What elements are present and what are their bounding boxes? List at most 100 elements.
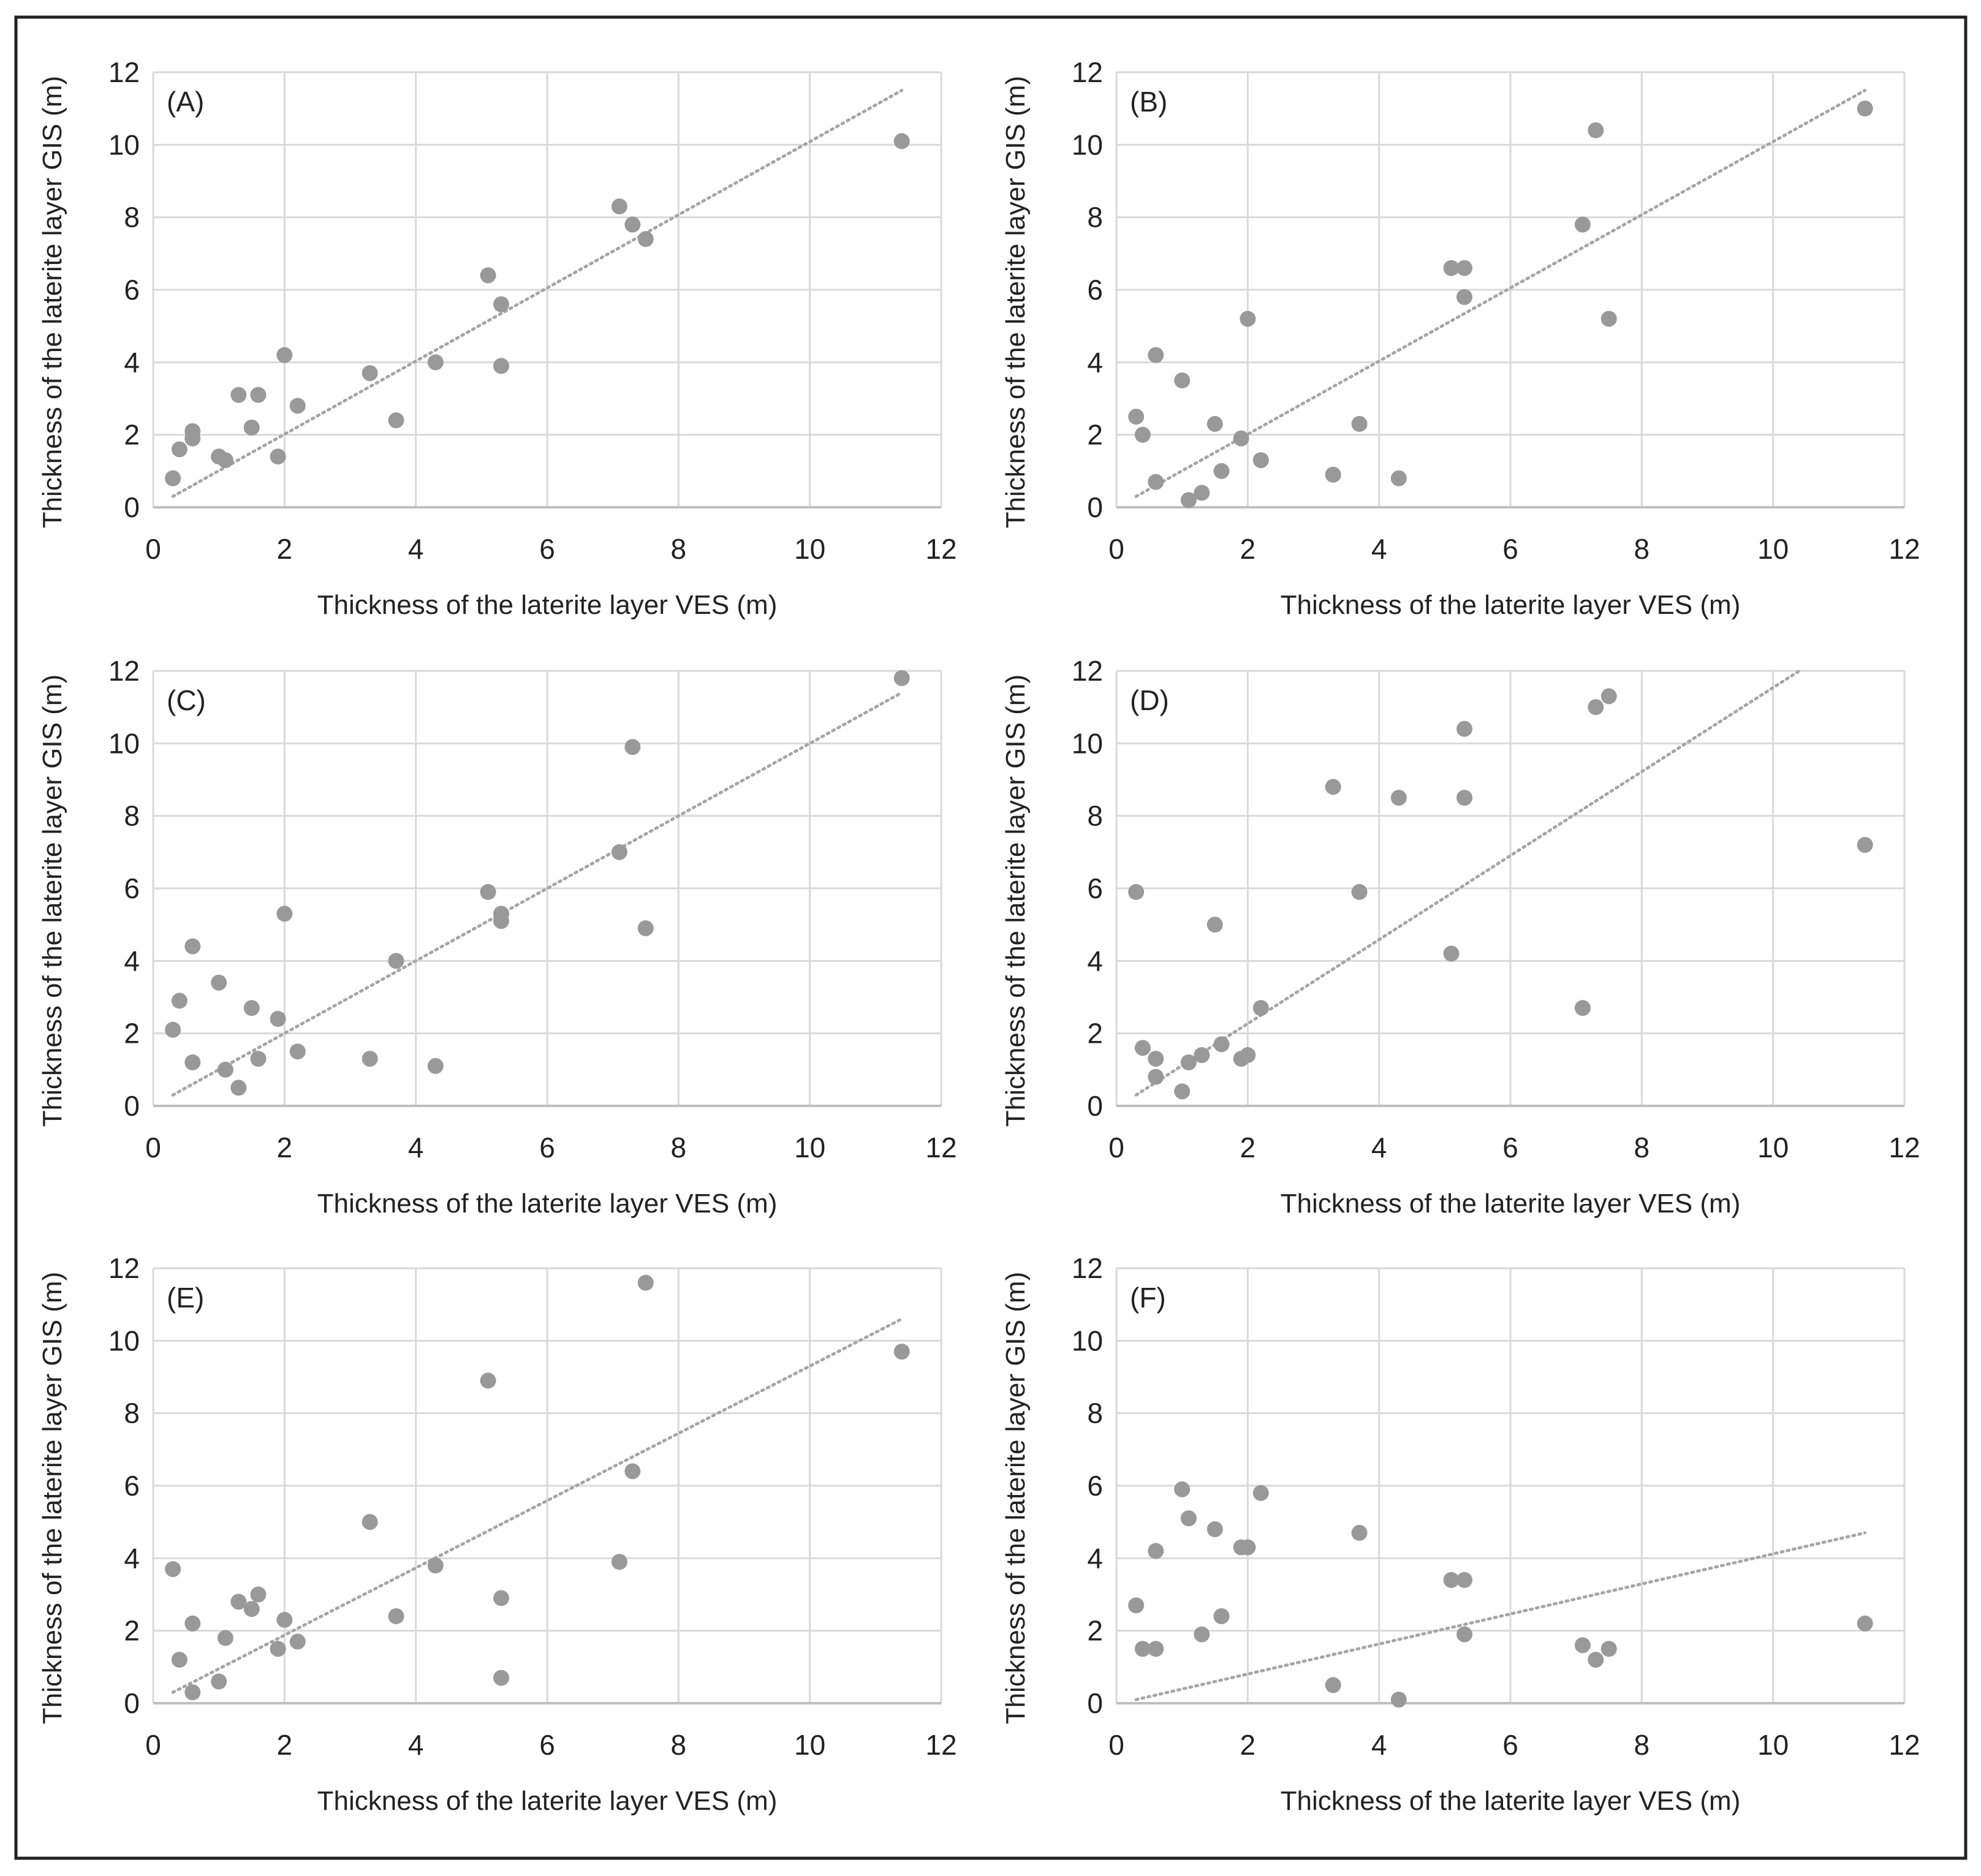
data-point	[243, 1601, 260, 1617]
x-tick-label: 0	[1108, 533, 1124, 565]
data-point	[1588, 1652, 1604, 1668]
y-tick-label: 2	[124, 419, 140, 451]
panel-label: (B)	[1130, 86, 1167, 118]
data-point	[611, 844, 627, 860]
x-axis-title: Thickness of the laterite layer VES (m)	[1281, 590, 1741, 620]
trendline	[1134, 1531, 1867, 1701]
data-point	[1134, 1040, 1151, 1056]
data-point	[893, 133, 910, 149]
y-tick-label: 8	[1087, 1398, 1103, 1429]
x-tick-label: 6	[1502, 1132, 1518, 1163]
y-tick-label: 6	[1087, 1470, 1103, 1502]
data-point	[184, 1684, 201, 1701]
x-tick-label: 2	[1240, 1132, 1256, 1163]
panel-b: 0 2 4 6 8 10 12 0 2 4 6 8 10 12 Thickness of the later…	[1001, 56, 1920, 620]
data-point	[624, 1463, 641, 1480]
y-tick-label: 10	[1072, 129, 1103, 161]
x-tick-label: 10	[794, 533, 825, 565]
y-tick-label: 12	[1072, 1252, 1103, 1284]
y-tick-label: 2	[124, 1018, 140, 1050]
x-tick-label: 10	[1757, 1132, 1789, 1163]
panel-label: (E)	[167, 1282, 204, 1314]
y-tick-label: 2	[1087, 419, 1103, 451]
data-point	[1574, 216, 1591, 233]
x-tick-label: 8	[671, 1729, 687, 1761]
data-point	[1206, 415, 1223, 432]
panel-label: (C)	[167, 684, 206, 716]
data-point	[1134, 1641, 1151, 1657]
y-tick-label: 6	[124, 1470, 140, 1502]
data-point	[1390, 1692, 1407, 1708]
y-tick-label: 6	[124, 274, 140, 306]
panel-c: 0 2 4 6 8 10 12 0 2 4 6 8 10 12 Thickness of the later…	[37, 655, 957, 1219]
data-point	[1456, 260, 1472, 276]
x-tick-label: 2	[277, 1132, 293, 1163]
data-point	[1600, 311, 1617, 327]
data-point	[480, 267, 496, 284]
data-point	[1213, 1608, 1230, 1624]
data-point	[1252, 452, 1269, 469]
trendline	[1134, 89, 1867, 498]
data-point	[270, 1011, 286, 1027]
data-point	[637, 1274, 654, 1291]
data-point	[289, 398, 306, 414]
data-point	[276, 906, 293, 922]
x-tick-label: 8	[1634, 533, 1650, 565]
data-point	[362, 365, 378, 382]
data-point	[1600, 1641, 1617, 1657]
data-point	[289, 1633, 306, 1650]
data-point	[637, 920, 654, 937]
x-tick-label: 12	[925, 533, 956, 565]
data-point	[1240, 1539, 1256, 1556]
data-point	[1213, 463, 1230, 479]
data-point	[1351, 415, 1368, 432]
y-axis-title: Thickness of the laterite layer GIS (m)	[1001, 1272, 1031, 1724]
data-point	[624, 739, 641, 755]
data-point	[1213, 1036, 1230, 1053]
panel-d: 0 2 4 6 8 10 12 0 2 4 6 8 10 12 Thickness of the later…	[1001, 655, 1920, 1219]
data-point	[171, 993, 187, 1009]
panel-f: 0 2 4 6 8 10 12 0 2 4 6 8 10 12 Thickness of the later…	[1001, 1252, 1920, 1816]
y-tick-label: 2	[1087, 1018, 1103, 1050]
data-point	[217, 1630, 233, 1646]
data-point	[1857, 1615, 1873, 1632]
y-tick-label: 4	[1087, 1542, 1103, 1574]
data-point	[250, 1051, 267, 1067]
y-tick-label: 12	[108, 655, 140, 687]
x-tick-label: 8	[671, 1132, 687, 1163]
x-tick-label: 10	[794, 1729, 825, 1761]
y-axis-title: Thickness of the laterite layer GIS (m)	[37, 76, 67, 528]
data-point	[1456, 289, 1472, 305]
data-point	[493, 296, 509, 312]
data-point	[1148, 1051, 1164, 1067]
x-tick-label: 0	[145, 1729, 161, 1761]
data-point	[1194, 485, 1210, 501]
data-point	[1194, 1047, 1210, 1064]
data-point	[165, 470, 181, 486]
x-tick-label: 2	[277, 1729, 293, 1761]
trendline	[171, 89, 904, 498]
y-tick-label: 12	[108, 1252, 140, 1284]
x-tick-label: 6	[1502, 1729, 1518, 1761]
data-point	[362, 1051, 378, 1067]
data-point	[1351, 1524, 1368, 1541]
x-axis-title: Thickness of the laterite layer VES (m)	[317, 590, 778, 620]
x-tick-label: 0	[1108, 1132, 1124, 1163]
data-point	[217, 452, 233, 469]
data-point	[1588, 122, 1604, 138]
y-tick-label: 8	[124, 1398, 140, 1429]
data-point	[480, 883, 496, 900]
y-tick-label: 0	[124, 491, 140, 523]
panel-label: (F)	[1130, 1282, 1166, 1314]
panel-label: (A)	[167, 86, 204, 118]
data-point	[1240, 1047, 1256, 1064]
x-tick-label: 6	[539, 533, 555, 565]
data-point	[493, 1670, 509, 1686]
y-tick-label: 4	[124, 1542, 140, 1574]
y-tick-label: 0	[1087, 1090, 1103, 1122]
data-point	[1325, 466, 1341, 483]
data-point	[1588, 699, 1604, 716]
x-tick-label: 4	[408, 533, 424, 565]
data-point	[1456, 1572, 1472, 1588]
y-tick-label: 0	[124, 1687, 140, 1719]
